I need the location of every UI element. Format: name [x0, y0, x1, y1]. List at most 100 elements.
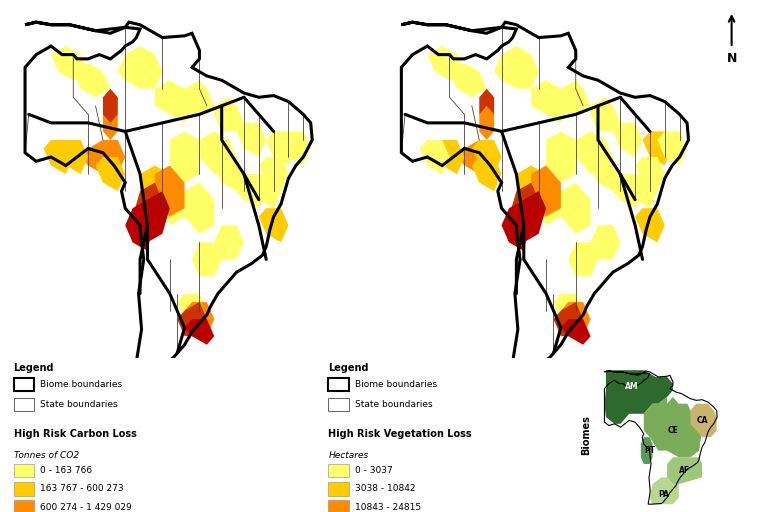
Polygon shape [44, 140, 73, 174]
Polygon shape [657, 132, 687, 165]
Text: Tonnes of CO2: Tonnes of CO2 [14, 451, 78, 460]
Polygon shape [251, 174, 281, 208]
Polygon shape [214, 157, 244, 191]
Polygon shape [546, 132, 576, 183]
Text: 3038 - 10842: 3038 - 10842 [355, 484, 415, 494]
Text: Legend: Legend [329, 363, 369, 373]
Polygon shape [259, 208, 289, 242]
Bar [14, 378, 34, 392]
Polygon shape [591, 157, 621, 191]
Bar [14, 501, 34, 512]
Polygon shape [644, 397, 702, 457]
Polygon shape [170, 132, 200, 183]
Polygon shape [281, 132, 311, 165]
Polygon shape [162, 183, 184, 225]
Text: N: N [727, 52, 737, 65]
Polygon shape [479, 89, 494, 123]
Polygon shape [531, 165, 561, 217]
Polygon shape [554, 302, 583, 336]
Text: AM: AM [625, 382, 639, 392]
Bar [14, 464, 34, 477]
Polygon shape [435, 140, 465, 174]
Text: Biome boundaries: Biome boundaries [40, 380, 122, 389]
Polygon shape [103, 89, 118, 123]
Polygon shape [531, 80, 568, 123]
Polygon shape [667, 457, 702, 484]
Polygon shape [81, 140, 111, 174]
Text: 163 767 - 600 273: 163 767 - 600 273 [40, 484, 124, 494]
Text: High Risk Carbon Loss: High Risk Carbon Loss [14, 429, 137, 439]
Polygon shape [427, 46, 465, 80]
Polygon shape [690, 404, 717, 437]
Bar [329, 482, 349, 496]
Polygon shape [177, 293, 207, 328]
Bar [329, 378, 349, 392]
Polygon shape [184, 319, 214, 345]
Polygon shape [259, 157, 289, 191]
Polygon shape [554, 293, 583, 328]
Polygon shape [643, 132, 672, 165]
Polygon shape [177, 302, 207, 336]
Polygon shape [214, 225, 244, 260]
Polygon shape [604, 370, 673, 424]
Polygon shape [591, 225, 621, 260]
Polygon shape [568, 242, 598, 276]
Polygon shape [95, 140, 125, 174]
Polygon shape [125, 200, 155, 251]
Text: State boundaries: State boundaries [355, 400, 432, 409]
Polygon shape [103, 106, 118, 140]
Polygon shape [516, 165, 546, 217]
Polygon shape [479, 106, 494, 140]
Polygon shape [613, 174, 643, 208]
Polygon shape [133, 183, 162, 234]
Polygon shape [266, 132, 296, 165]
Text: 0 - 3037: 0 - 3037 [355, 466, 392, 475]
Bar [14, 482, 34, 496]
Polygon shape [449, 63, 487, 97]
Polygon shape [95, 157, 125, 191]
Polygon shape [613, 123, 643, 157]
Polygon shape [140, 191, 170, 242]
Polygon shape [237, 174, 266, 208]
Polygon shape [58, 140, 88, 174]
Bar [329, 464, 349, 477]
Text: CE: CE [667, 426, 678, 435]
Polygon shape [184, 183, 214, 234]
Text: PA: PA [659, 489, 670, 499]
Polygon shape [576, 132, 613, 174]
Polygon shape [650, 477, 679, 504]
Polygon shape [420, 140, 449, 174]
Text: CA: CA [697, 416, 708, 425]
Text: 10843 - 24815: 10843 - 24815 [355, 503, 421, 512]
Polygon shape [214, 97, 244, 132]
Polygon shape [472, 140, 502, 174]
Polygon shape [192, 242, 222, 276]
Bar [14, 397, 34, 412]
Polygon shape [237, 123, 266, 157]
Text: Hectares: Hectares [329, 451, 369, 460]
Text: Legend: Legend [14, 363, 54, 373]
Polygon shape [635, 157, 665, 191]
Polygon shape [627, 174, 657, 208]
Text: State boundaries: State boundaries [40, 400, 118, 409]
Text: AF: AF [679, 466, 690, 475]
Polygon shape [184, 302, 214, 336]
Polygon shape [73, 63, 111, 97]
Bar [329, 501, 349, 512]
Polygon shape [51, 46, 88, 80]
Polygon shape [561, 183, 591, 234]
Polygon shape [457, 140, 487, 174]
Polygon shape [641, 437, 653, 464]
Bar [329, 397, 349, 412]
Polygon shape [494, 46, 538, 89]
Polygon shape [509, 183, 538, 234]
Polygon shape [184, 80, 214, 114]
Polygon shape [502, 200, 531, 251]
Text: 600 274 - 1 429 029: 600 274 - 1 429 029 [40, 503, 131, 512]
Polygon shape [516, 191, 546, 242]
Polygon shape [140, 165, 170, 217]
Polygon shape [118, 46, 162, 89]
Polygon shape [155, 80, 192, 123]
Polygon shape [155, 165, 184, 217]
Polygon shape [25, 22, 313, 362]
